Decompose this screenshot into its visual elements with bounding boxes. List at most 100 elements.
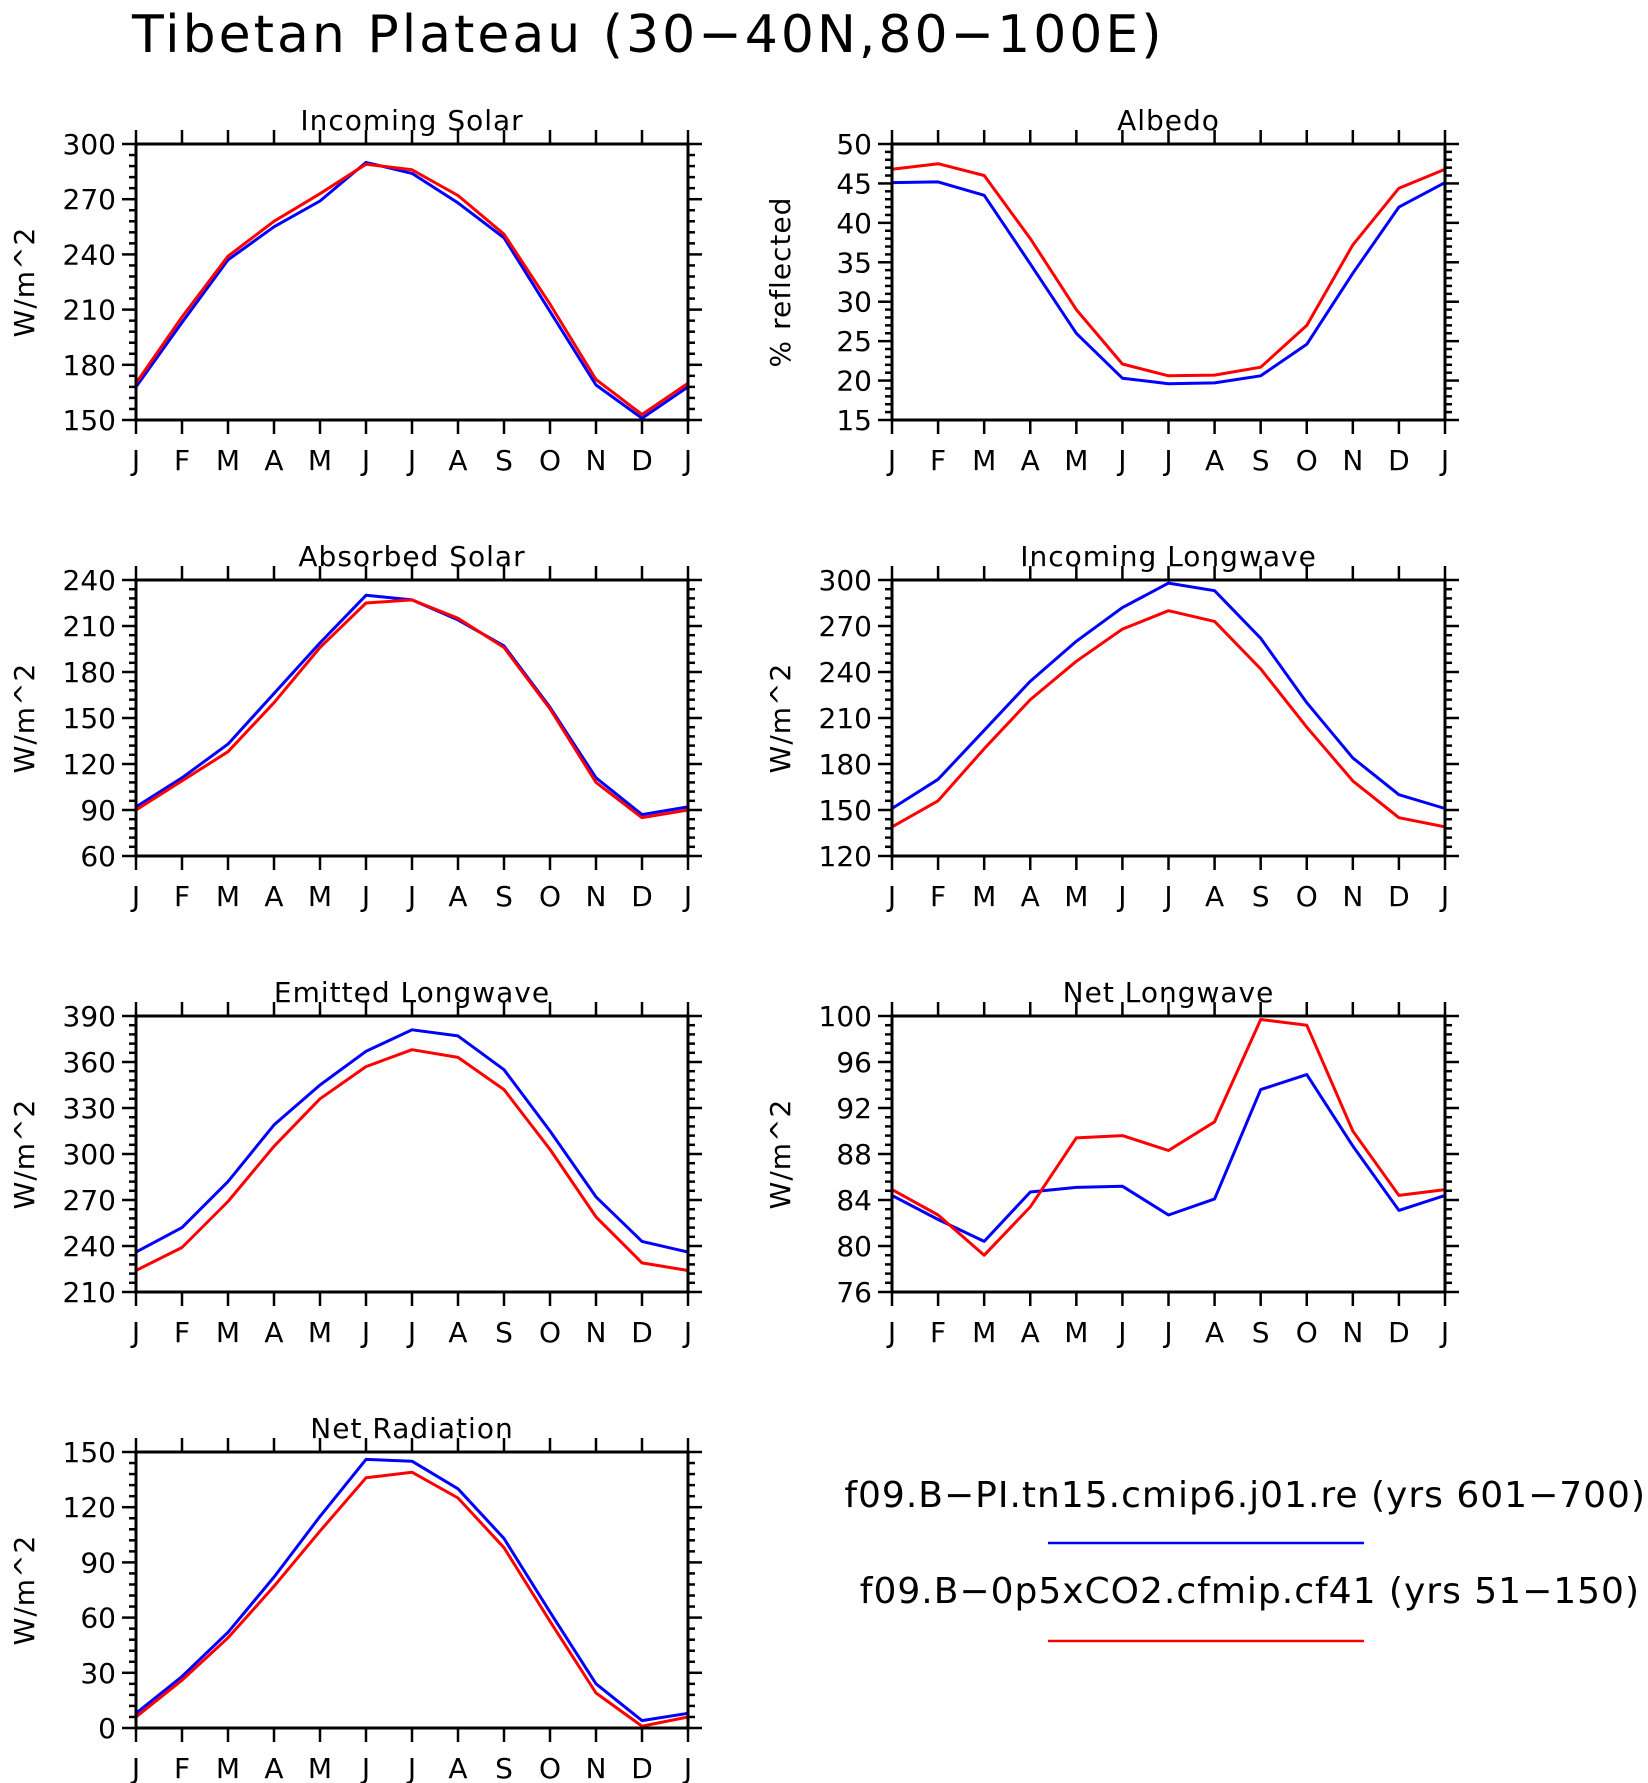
plot-frame	[134, 1014, 690, 1294]
x-tick-label: M	[216, 444, 240, 477]
x-tick-label: O	[1296, 880, 1318, 913]
series-1-line	[135, 1028, 689, 1254]
x-tick-label: D	[1388, 1316, 1410, 1349]
series-1-line	[135, 593, 689, 817]
series-2-line	[134, 162, 689, 416]
y-axis-label: W/m^2	[764, 663, 797, 774]
y-tick-label: 150	[63, 702, 116, 735]
x-tick-label: F	[174, 444, 190, 477]
x-tick-label: J	[406, 1316, 416, 1349]
y-tick-label: 240	[63, 564, 116, 597]
series-2-line	[891, 1018, 1446, 1257]
y-tick-label: 180	[819, 748, 872, 781]
x-tick-label: J	[130, 880, 140, 913]
y-tick-label: 45	[836, 167, 872, 200]
x-tick-label: J	[360, 1752, 370, 1783]
y-tick-label: 300	[819, 564, 872, 597]
y-tick-label: 92	[836, 1092, 872, 1125]
x-tick-label: A	[1205, 880, 1224, 913]
y-tick-label: 210	[63, 294, 116, 327]
x-tick-label: N	[1342, 444, 1363, 477]
x-tick-label: N	[1342, 1316, 1363, 1349]
y-tick-label: 270	[63, 183, 116, 216]
x-tick-label: M	[972, 1316, 996, 1349]
figure-title: Tibetan Plateau (30−40N,80−100E)	[131, 5, 1165, 65]
y-tick-label: 240	[63, 238, 116, 271]
y-axis-label: W/m^2	[8, 227, 41, 338]
x-tick-label: M	[216, 880, 240, 913]
y-tick-label: 120	[63, 748, 116, 781]
x-tick-label: A	[1205, 1316, 1224, 1349]
legend-label-1: f09.B−PI.tn15.cmip6.j01.re (yrs 601−700)	[844, 1475, 1646, 1516]
x-tick-label: O	[539, 1316, 561, 1349]
y-tick-label: 35	[836, 246, 872, 279]
x-tick-label: O	[1296, 444, 1318, 477]
x-tick-label: M	[308, 444, 332, 477]
x-tick-label: O	[539, 1752, 561, 1783]
x-tick-label: D	[631, 1752, 653, 1783]
y-tick-label: 330	[63, 1092, 116, 1125]
y-tick-label: 80	[836, 1230, 872, 1263]
y-tick-label: 120	[819, 840, 872, 873]
x-tick-label: J	[682, 880, 692, 913]
x-tick-label: J	[1162, 880, 1172, 913]
x-tick-label: F	[174, 1316, 190, 1349]
x-tick-label: A	[1021, 444, 1040, 477]
y-tick-label: 210	[63, 1276, 116, 1309]
y-tick-label: 40	[836, 207, 872, 240]
x-tick-label: S	[495, 1752, 513, 1783]
y-tick-label: 84	[836, 1184, 872, 1217]
x-tick-label: A	[448, 1752, 467, 1783]
x-tick-label: J	[130, 444, 140, 477]
x-tick-label: A	[264, 1316, 283, 1349]
x-tick-label: A	[1205, 444, 1224, 477]
y-tick-label: 270	[819, 610, 872, 643]
x-tick-label: N	[586, 1752, 607, 1783]
x-tick-label: J	[1439, 1316, 1449, 1349]
x-tick-label: F	[174, 1752, 190, 1783]
x-tick-label: M	[972, 444, 996, 477]
y-axis-label: W/m^2	[764, 1099, 797, 1210]
x-tick-label: F	[174, 880, 190, 913]
y-tick-label: 180	[63, 349, 116, 382]
y-tick-label: 90	[80, 1546, 116, 1579]
y-tick-label: 390	[63, 1000, 116, 1033]
y-tick-label: 150	[63, 1436, 116, 1469]
x-tick-label: J	[1162, 1316, 1172, 1349]
y-tick-label: 88	[836, 1138, 872, 1171]
x-tick-label: J	[406, 1752, 416, 1783]
series-2-line	[891, 609, 1446, 829]
x-tick-label: J	[682, 1752, 692, 1783]
x-tick-label: J	[406, 880, 416, 913]
x-tick-label: O	[539, 880, 561, 913]
y-tick-label: 96	[836, 1046, 872, 1079]
x-tick-label: A	[1021, 880, 1040, 913]
y-tick-label: 300	[63, 1138, 116, 1171]
y-tick-label: 25	[836, 325, 872, 358]
y-tick-label: 240	[819, 656, 872, 689]
series-2-line	[135, 1048, 689, 1272]
series-1-line	[891, 180, 1446, 386]
x-tick-label: A	[448, 444, 467, 477]
x-tick-label: N	[586, 880, 607, 913]
x-tick-label: J	[1116, 880, 1126, 913]
x-tick-label: J	[130, 1752, 140, 1783]
x-tick-label: N	[1342, 880, 1363, 913]
x-tick-label: J	[886, 880, 896, 913]
y-tick-label: 30	[80, 1657, 116, 1690]
y-axis-label: W/m^2	[8, 1535, 41, 1646]
y-tick-label: 210	[819, 702, 872, 735]
x-tick-label: M	[308, 880, 332, 913]
y-tick-label: 180	[63, 656, 116, 689]
series-1-line	[134, 160, 689, 420]
y-tick-label: 150	[819, 794, 872, 827]
x-tick-label: J	[1439, 444, 1449, 477]
y-tick-label: 90	[80, 794, 116, 827]
x-tick-label: J	[360, 880, 370, 913]
